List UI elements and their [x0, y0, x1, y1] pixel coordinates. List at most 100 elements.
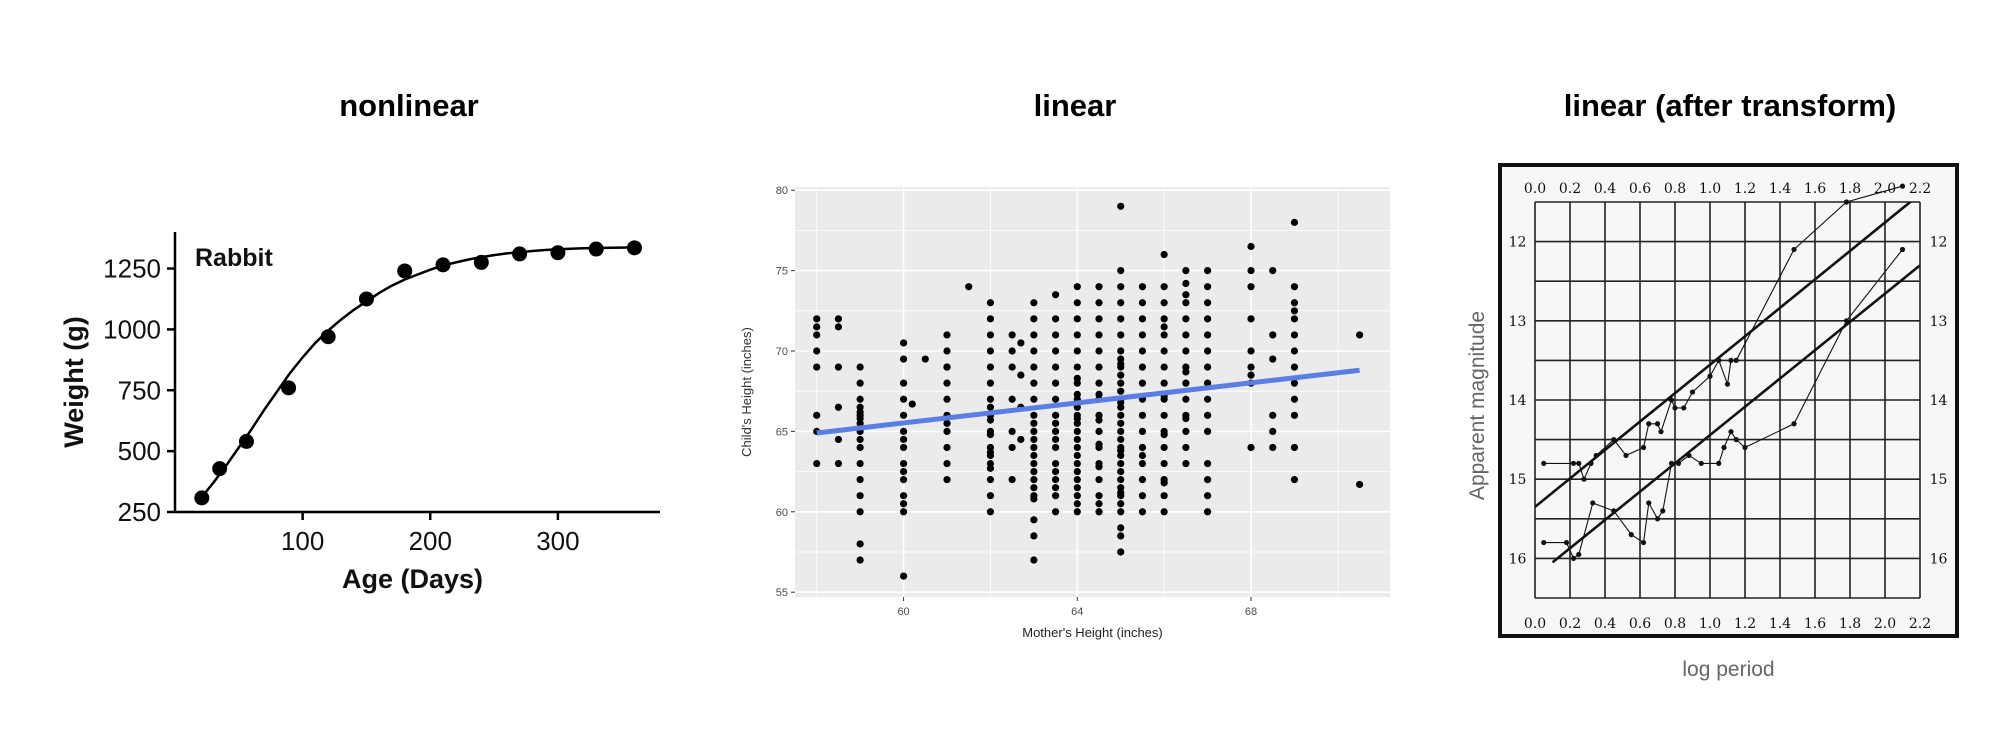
data-point: [986, 331, 995, 339]
data-point: [1654, 421, 1661, 427]
data-point: [856, 414, 864, 423]
y-tick-label-left: 13: [1509, 314, 1527, 330]
data-point: [1117, 347, 1125, 355]
data-point: [1117, 419, 1125, 427]
data-point: [1588, 460, 1594, 466]
data-point: [856, 492, 864, 500]
data-point: [1117, 548, 1125, 556]
data-point: [1160, 459, 1168, 468]
data-point: [1073, 476, 1081, 484]
y-tick-label-left: 12: [1509, 235, 1527, 251]
data-point: [1138, 459, 1147, 468]
data-point: [1051, 315, 1060, 323]
data-point: [1017, 435, 1025, 444]
y-tick-label-left: 14: [1509, 393, 1527, 409]
data-point: [1791, 421, 1797, 427]
data-point: [899, 476, 908, 484]
x-tick-label-top: 0.8: [1664, 181, 1686, 197]
data-point: [1160, 323, 1168, 331]
data-point: [1160, 492, 1168, 500]
x-tick-label-bottom: 0.0: [1524, 616, 1546, 632]
data-point: [1247, 347, 1255, 355]
data-point: [1570, 460, 1577, 466]
data-point: [834, 323, 843, 331]
data-point: [1611, 508, 1617, 514]
data-point: [1030, 435, 1038, 444]
chart-title-linear: linear: [1033, 88, 1117, 123]
data-point: [1716, 460, 1722, 466]
data-point: [1160, 347, 1168, 355]
data-point: [512, 246, 528, 262]
data-point: [1138, 451, 1147, 460]
data-point: [1160, 299, 1168, 307]
data-point: [1290, 363, 1299, 371]
data-point: [1269, 331, 1277, 339]
data-point: [986, 315, 995, 323]
data-point: [943, 363, 951, 371]
data-point: [238, 433, 254, 449]
data-point: [1030, 363, 1038, 371]
data-point: [1008, 331, 1016, 339]
x-axis-label: Age (Days): [342, 564, 483, 594]
data-point: [1689, 389, 1696, 395]
data-point: [1073, 299, 1081, 307]
data-point: [1117, 476, 1125, 484]
data-point: [1247, 267, 1255, 275]
data-point: [1051, 419, 1060, 427]
fit-line: [1535, 202, 1913, 508]
x-tick-label-bottom: 1.0: [1699, 616, 1721, 632]
data-point: [1654, 516, 1661, 522]
data-point: [1095, 427, 1103, 435]
regression-line: [816, 367, 1360, 436]
data-point: [1095, 476, 1103, 484]
data-point: [281, 380, 297, 396]
data-point: [1117, 267, 1125, 275]
y-axis-label: Child's Height (inches): [739, 327, 754, 457]
data-point: [1182, 279, 1190, 288]
data-point: [1269, 267, 1277, 275]
data-point: [1051, 492, 1060, 500]
data-point: [986, 347, 995, 355]
data-point: [1117, 524, 1125, 532]
data-point: [986, 492, 995, 500]
data-point: [1182, 443, 1190, 452]
x-tick-label: 100: [281, 526, 324, 556]
data-point: [1030, 459, 1038, 468]
data-point: [1138, 443, 1147, 452]
data-point: [1721, 444, 1727, 451]
y-tick-label-right: 12: [1930, 235, 1948, 251]
data-point: [1117, 411, 1125, 419]
data-point: [1269, 427, 1277, 435]
data-point: [1707, 373, 1713, 379]
data-point: [1576, 551, 1582, 558]
data-point: [986, 395, 995, 403]
data-point: [1182, 291, 1190, 299]
data-point: [1073, 427, 1081, 435]
data-point: [1095, 492, 1103, 500]
data-point: [1073, 443, 1081, 452]
data-point: [1269, 443, 1277, 452]
data-point: [1160, 315, 1168, 323]
data-point: [1160, 363, 1168, 371]
data-point: [1182, 347, 1190, 355]
data-point: [1716, 357, 1722, 363]
x-tick-label: 300: [536, 526, 579, 556]
data-point: [1030, 495, 1038, 503]
data-point: [1203, 315, 1212, 323]
data-point: [1203, 427, 1212, 435]
data-point: [1073, 467, 1081, 476]
data-point: [1541, 460, 1547, 466]
x-tick-label-top: 1.4: [1769, 181, 1791, 197]
data-point: [813, 347, 821, 355]
data-point: [1095, 463, 1103, 471]
data-point: [1269, 355, 1277, 363]
data-point: [1681, 405, 1687, 411]
data-point: [1247, 315, 1255, 323]
data-point: [1182, 427, 1190, 435]
data-point: [1290, 283, 1299, 291]
data-point: [1247, 371, 1255, 379]
data-point: [1203, 299, 1212, 307]
data-point: [1117, 459, 1125, 468]
data-point: [1182, 379, 1190, 387]
data-point: [1593, 452, 1599, 459]
